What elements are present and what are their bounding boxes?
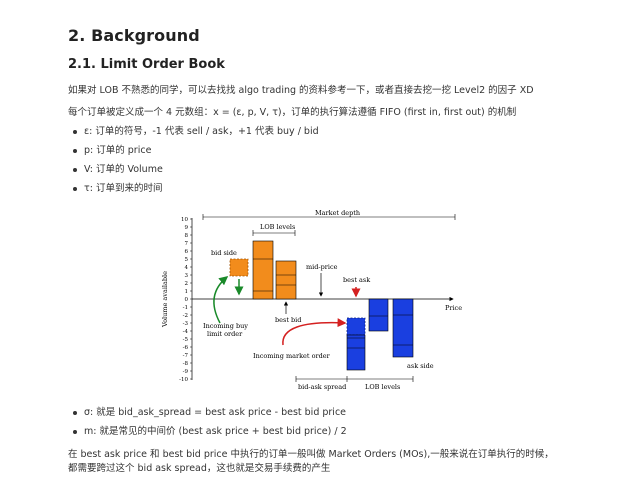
mid-price-label: mid-price [306, 263, 338, 271]
lob-levels-top-label: LOB levels [260, 223, 295, 231]
y-tick-label: 3 [185, 273, 189, 279]
y-tick-label: -4 [183, 329, 189, 335]
intro-paragraph: 如果对 LOB 不熟悉的同学，可以去找找 algo trading 的资料参考一… [68, 85, 534, 96]
list-item: τ: 订单到来的时间 [68, 183, 319, 202]
y-tick-label: -8 [183, 361, 189, 367]
best-bid-label: best bid [275, 316, 301, 324]
incoming-bid-order-box [229, 258, 249, 277]
y-tick-label: -9 [183, 369, 189, 375]
y-tick-label: -1 [183, 305, 188, 311]
lob-levels-bottom-label: LOB levels [365, 383, 400, 391]
y-tick-label: -7 [183, 353, 189, 359]
best-ask-label: best ask [343, 276, 370, 284]
list-item: ε: 订单的符号，-1 代表 sell / ask，+1 代表 buy / bi… [68, 126, 319, 145]
tuple-bullet-list: ε: 订单的符号，-1 代表 sell / ask，+1 代表 buy / bi… [68, 126, 319, 202]
y-tick-label: -2 [183, 313, 188, 319]
list-item: m: 就是常见的中间价 (best ask price + best bid p… [68, 426, 347, 445]
incoming-buy-label-1: Incoming buy [203, 322, 248, 330]
tuple-paragraph: 每个订单被定义成一个 4 元数组：x = (ε, p, V, τ)，订单的执行算… [68, 107, 517, 118]
consumed-ask-order-box [346, 317, 366, 336]
y-tick-label: 10 [181, 217, 188, 223]
y-tick-label: 9 [185, 225, 189, 231]
list-item: V: 订单的 Volume [68, 164, 319, 183]
y-tick-label: 6 [185, 249, 189, 255]
subsection-heading: 2.1. Limit Order Book [68, 57, 225, 72]
bid-ask-spread-label: bid-ask spread [298, 383, 346, 391]
y-tick-label: 4 [185, 265, 189, 271]
y-tick-label: -10 [179, 377, 188, 383]
y-tick-label: -3 [183, 321, 189, 327]
bid-bar-level-1 [275, 260, 297, 300]
y-tick-label: 1 [185, 289, 189, 295]
spread-bullet-list: σ: 就是 bid_ask_spread = best ask price - … [68, 407, 347, 445]
y-tick-label: -5 [183, 337, 189, 343]
price-axis-label: Price [445, 304, 462, 312]
ask-side-label: ask side [407, 362, 434, 370]
y-tick-label: -6 [183, 345, 189, 351]
y-tick-label: 7 [185, 241, 189, 247]
y-tick-label: 8 [185, 233, 189, 239]
list-item: σ: 就是 bid_ask_spread = best ask price - … [68, 407, 347, 426]
y-axis-label: Volume available [161, 271, 169, 328]
incoming-market-order-arrow [282, 318, 347, 346]
y-tick-label: 2 [185, 281, 189, 287]
incoming-buy-label-2: limit order [207, 330, 243, 338]
ask-bar-level-1 [346, 334, 366, 371]
bid-side-label: bid side [211, 249, 237, 257]
y-tick-label: 5 [185, 257, 189, 263]
closing-paragraph: 在 best ask price 和 best bid price 中执行的订单… [68, 449, 554, 474]
y-tick-label: 0 [185, 297, 189, 303]
section-heading: 2. Background [68, 26, 200, 45]
list-item: p: 订单的 price [68, 145, 319, 164]
bid-bar-level-2 [252, 240, 274, 300]
ask-bar-level-3 [392, 298, 414, 358]
incoming-buy-arrow [213, 276, 229, 324]
lob-figure: 10 9 8 7 6 5 4 3 2 1 0 -1 -2 -3 -4 -5 -6 -7 -8 -9 -10 Volume… [155, 205, 485, 395]
market-depth-label: Market depth [315, 209, 360, 217]
incoming-market-label: Incoming market order [253, 352, 331, 360]
ask-bar-level-2 [368, 298, 389, 332]
